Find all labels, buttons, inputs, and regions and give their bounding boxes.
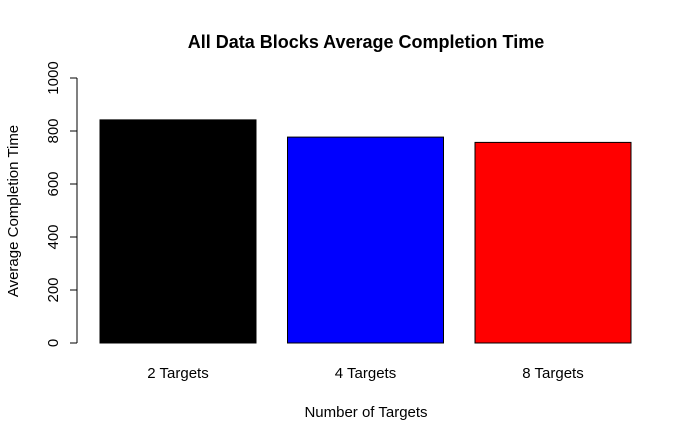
x-axis-label: Number of Targets — [304, 404, 427, 421]
category-label-2: 4 Targets — [335, 365, 396, 382]
bar-2 — [287, 136, 444, 344]
y-tick-label: 600 — [45, 171, 62, 196]
y-tick-label: 0 — [45, 339, 62, 347]
y-tick-label: 200 — [45, 277, 62, 302]
y-tick-label: 800 — [45, 118, 62, 143]
bar-1 — [99, 119, 257, 344]
category-labels: 2 Targets 4 Targets 8 Targets — [147, 365, 583, 382]
bars-group — [99, 119, 632, 344]
y-tick-label: 400 — [45, 224, 62, 249]
category-label-3: 8 Targets — [522, 365, 583, 382]
y-axis-ticks: 0 200 400 600 800 1000 — [45, 61, 77, 347]
category-label-1: 2 Targets — [147, 365, 208, 382]
bar-3 — [474, 141, 632, 344]
y-tick-label: 1000 — [45, 61, 62, 94]
y-axis-label: Average Completion Time — [5, 125, 22, 297]
chart-title: All Data Blocks Average Completion Time — [188, 32, 544, 52]
